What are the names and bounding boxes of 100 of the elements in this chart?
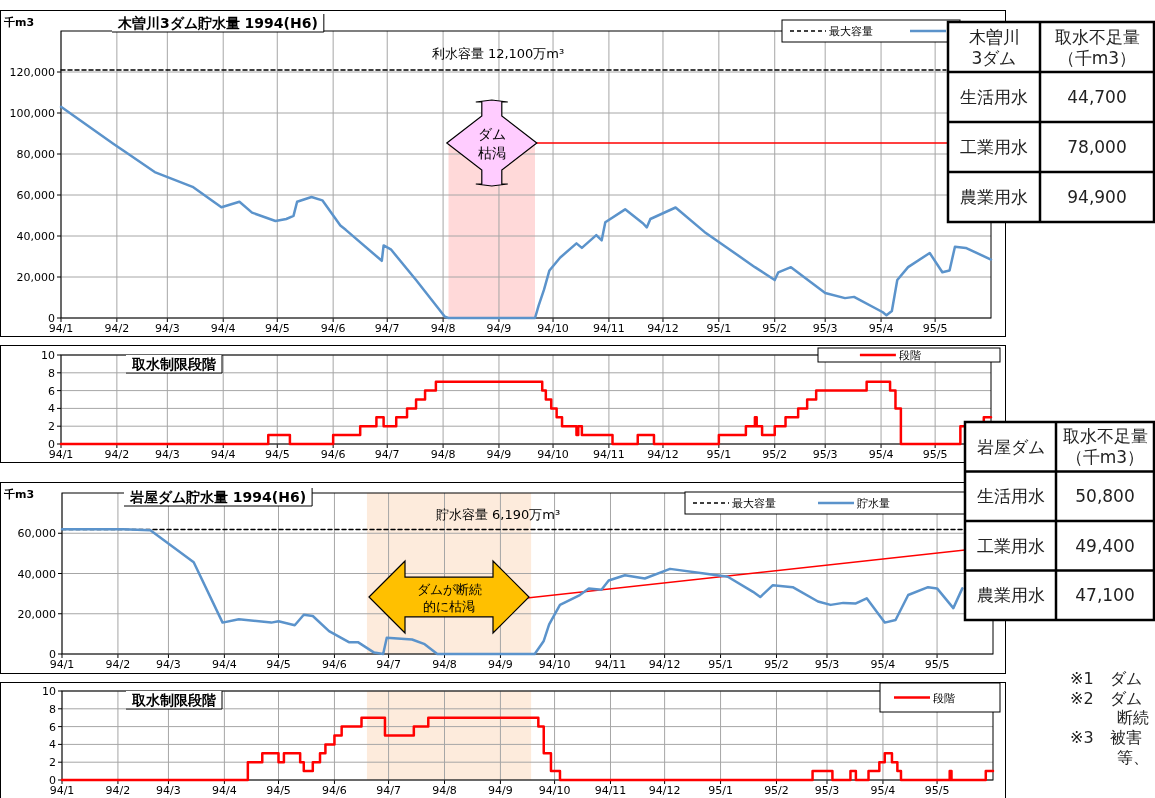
x-tick-label: 94/12 xyxy=(647,322,679,335)
y-tick-label: 60,000 xyxy=(17,527,56,541)
x-tick-label: 94/6 xyxy=(320,448,346,461)
category-label: 生活用水 xyxy=(976,486,1045,507)
x-tick-label: 94/5 xyxy=(264,322,290,335)
x-tick-label: 94/3 xyxy=(156,658,181,671)
x-tick-label: 95/2 xyxy=(762,322,788,335)
y-tick-label: 8 xyxy=(49,702,56,716)
x-tick-label: 95/3 xyxy=(812,448,838,461)
x-tick-label: 95/4 xyxy=(868,448,894,461)
x-tick-label: 95/2 xyxy=(762,448,788,461)
category-label: 農業用水 xyxy=(960,187,1028,207)
x-tick-label: 94/4 xyxy=(210,448,236,461)
y-tick-label: 4 xyxy=(48,402,55,416)
annotation: ダム枯渇 xyxy=(477,125,506,161)
x-tick-label: 94/1 xyxy=(49,658,75,671)
category-label: 生活用水 xyxy=(960,87,1028,107)
x-tick-label: 95/1 xyxy=(706,448,732,461)
category-label: 工業用水 xyxy=(976,535,1045,556)
x-tick-label: 95/3 xyxy=(814,784,840,797)
x-tick-label: 94/1 xyxy=(49,784,75,797)
x-tick-label: 94/8 xyxy=(430,448,456,461)
x-tick-label: 94/2 xyxy=(105,658,131,671)
text: 取水不足量（千m3） xyxy=(1054,26,1140,68)
y-tick-label: 40,000 xyxy=(16,230,55,243)
x-tick-label: 94/2 xyxy=(105,784,131,797)
x-tick-label: 94/6 xyxy=(322,784,347,797)
category-label: 農業用水 xyxy=(976,585,1045,606)
x-tick-label: 94/11 xyxy=(593,322,625,335)
text: 断続 xyxy=(1117,708,1149,727)
x-tick-label: 94/11 xyxy=(594,784,627,797)
y-tick-label: 120,000 xyxy=(9,66,55,79)
x-tick-label: 94/2 xyxy=(104,322,130,335)
x-tick-label: 94/4 xyxy=(212,784,237,797)
text: ※3 被害 xyxy=(1070,728,1142,747)
x-tick-label: 94/8 xyxy=(432,658,457,671)
x-tick-label: 95/4 xyxy=(870,784,896,797)
y-axis-title: 千m3 xyxy=(3,16,35,29)
x-tick-label: 94/4 xyxy=(210,322,236,335)
x-tick-label: 95/3 xyxy=(812,322,838,335)
text: 木曽川3ダム xyxy=(968,26,1020,68)
x-tick-label: 94/8 xyxy=(430,322,456,335)
x-tick-label: 94/10 xyxy=(538,658,571,671)
x-tick-label: 94/7 xyxy=(376,784,401,797)
y-tick-label: 6 xyxy=(49,720,56,734)
x-tick-label: 94/10 xyxy=(537,322,569,335)
x-tick-label: 95/4 xyxy=(868,322,894,335)
x-tick-label: 94/10 xyxy=(538,784,571,797)
y-tick-label: 60,000 xyxy=(16,189,55,202)
legend-label: 最大容量 xyxy=(732,497,776,510)
x-tick-label: 94/9 xyxy=(486,322,512,335)
x-tick-label: 94/2 xyxy=(104,448,130,461)
x-tick-label: 94/9 xyxy=(488,784,513,797)
y-tick-label: 0 xyxy=(48,438,55,451)
text: 78,000 xyxy=(1067,137,1127,157)
x-tick-label: 94/3 xyxy=(154,448,180,461)
annotation: 利水容量 12,100万m³ xyxy=(431,46,565,61)
x-tick-label: 94/5 xyxy=(266,658,291,671)
legend-label: 最大容量 xyxy=(829,25,873,38)
y-tick-label: 40,000 xyxy=(17,567,56,581)
annotation: ダムが断続的に枯渇 xyxy=(416,581,482,614)
y-tick-label: 10 xyxy=(41,349,55,362)
x-tick-label: 95/1 xyxy=(708,784,733,797)
y-axis-title: 千m3 xyxy=(3,488,35,501)
text: 44,700 xyxy=(1067,87,1127,107)
y-tick-label: 2 xyxy=(48,420,55,434)
chart-title: 岩屋ダム貯水量 1994(H6) xyxy=(129,489,307,505)
x-tick-label: 95/4 xyxy=(870,658,896,671)
x-tick-label: 94/8 xyxy=(432,784,457,797)
y-tick-label: 20,000 xyxy=(17,607,56,621)
y-tick-label: 20,000 xyxy=(16,271,55,284)
x-tick-label: 94/6 xyxy=(322,658,347,671)
x-tick-label: 94/7 xyxy=(376,658,401,671)
chart-title: 取水制限段階 xyxy=(131,692,217,708)
x-tick-label: 95/1 xyxy=(708,658,733,671)
chart-title: 木曽川3ダム貯水量 1994(H6) xyxy=(117,15,318,31)
legend-label: 貯水量 xyxy=(857,497,890,510)
x-tick-label: 94/9 xyxy=(486,448,512,461)
x-tick-label: 95/5 xyxy=(924,784,950,797)
y-tick-label: 10 xyxy=(42,685,56,698)
y-tick-label: 100,000 xyxy=(9,107,55,120)
text: 47,100 xyxy=(1075,585,1135,606)
y-tick-label: 8 xyxy=(48,366,55,380)
text: 取水不足量（千m3） xyxy=(1062,426,1148,468)
x-tick-label: 94/3 xyxy=(154,322,180,335)
y-tick-label: 80,000 xyxy=(16,148,55,161)
y-tick-label: 0 xyxy=(49,774,56,787)
x-tick-label: 95/1 xyxy=(706,322,732,335)
x-tick-label: 94/7 xyxy=(374,448,400,461)
y-tick-label: 0 xyxy=(48,312,55,325)
y-tick-label: 0 xyxy=(49,648,56,661)
x-tick-label: 94/11 xyxy=(594,658,627,671)
x-tick-label: 94/6 xyxy=(320,322,346,335)
text: 岩屋ダム xyxy=(976,436,1045,457)
x-tick-label: 94/7 xyxy=(374,322,400,335)
x-tick-label: 94/3 xyxy=(156,784,181,797)
text: ※1 ダム xyxy=(1070,669,1142,688)
x-tick-label: 94/12 xyxy=(648,658,681,671)
x-tick-label: 94/9 xyxy=(488,658,513,671)
x-tick-label: 94/5 xyxy=(266,784,291,797)
